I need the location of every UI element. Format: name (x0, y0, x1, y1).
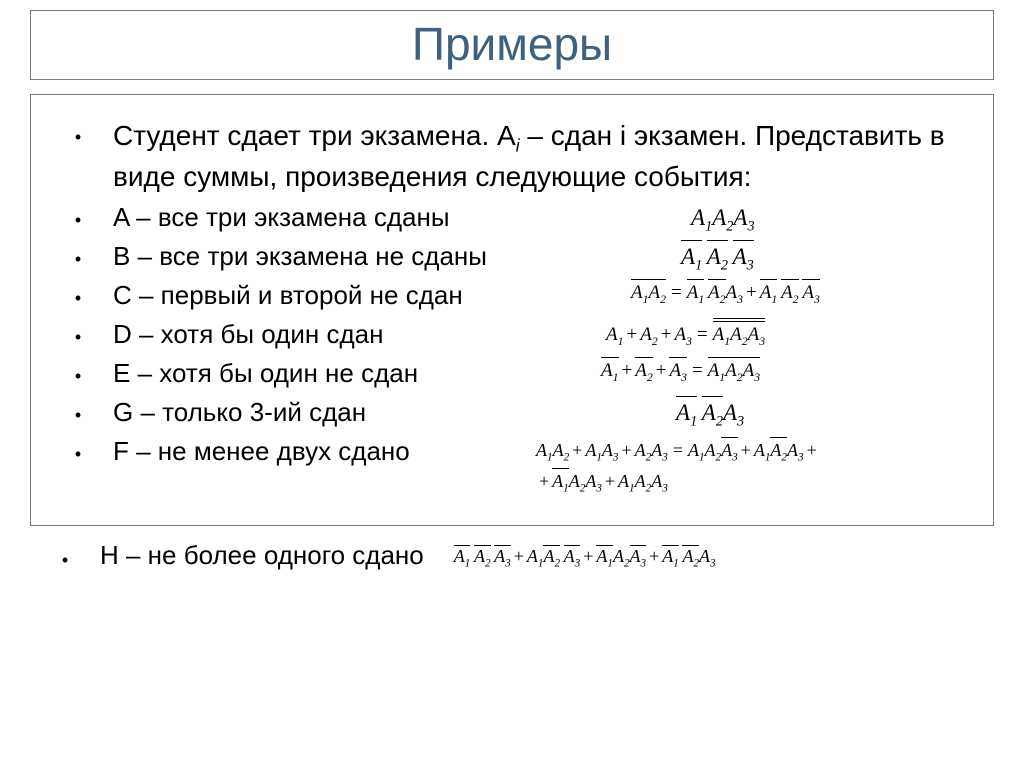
formula-f2: +A1A2A3+A1A2A3 (518, 469, 668, 497)
bullet-icon: • (30, 540, 100, 571)
bullet-icon: • (43, 239, 113, 271)
formula-f1: A1A2+A1A3+A2A3=A1A2A3+A1A2A3+ (518, 438, 820, 466)
bullet-icon: • (43, 317, 113, 349)
bullet-icon: • (43, 434, 113, 466)
bullet-icon: • (43, 200, 113, 232)
item-b: • B – все три экзамена не сданы A1 A2 A3 (43, 239, 981, 274)
item-d: • D – хотя бы один сдан A1+A2+A3=A1A2A3 (43, 317, 981, 352)
item-label: B – все три экзамена не сданы (113, 239, 981, 274)
intro-text: Студент сдает три экзамена. Ai – сдан i … (113, 117, 981, 196)
item-e: • E – хотя бы один не сдан A1+A2+A3=A1A2… (43, 356, 981, 391)
item-label: D – хотя бы один сдан (113, 317, 981, 352)
item-f-cont: +A1A2A3+A1A2A3 (43, 473, 981, 497)
page-title: Примеры (31, 17, 993, 71)
formula-d: A1+A2+A3=A1A2A3 (588, 319, 765, 350)
item-f: • F – не менее двух сдано A1A2+A1A3+A2A3… (43, 434, 981, 469)
bullet-icon: • (43, 278, 113, 310)
item-label: G – только 3-ий сдан (113, 395, 981, 430)
formula-g: A1 A2A3 (658, 397, 744, 432)
item-label: H – не более одного сдано (100, 540, 424, 571)
bullet-icon: • (43, 117, 113, 149)
item-h: • H – не более одного сдано A1 A2 A3+A1A… (30, 540, 994, 571)
item-label: A – все три экзамена сданы (113, 200, 981, 235)
bullet-icon: • (43, 356, 113, 388)
slide: Примеры • Студент сдает три экзамена. Ai… (0, 0, 1024, 768)
bullet-icon: • (43, 395, 113, 427)
formula-b: A1 A2 A3 (663, 241, 754, 276)
formula-c: A1A2=A1 A2A3+A1 A2 A3 (613, 280, 820, 308)
item-g: • G – только 3-ий сдан A1 A2A3 (43, 395, 981, 430)
item-label: C – первый и второй не сдан (113, 278, 981, 313)
item-label: E – хотя бы один не сдан (113, 356, 981, 391)
bullet-spacer (43, 473, 113, 481)
formula-e: A1+A2+A3=A1A2A3 (583, 358, 760, 386)
item-c: • C – первый и второй не сдан A1A2=A1 A2… (43, 278, 981, 313)
title-container: Примеры (30, 10, 994, 80)
formula-a: A1A2A3 (673, 202, 755, 237)
body-container: • Студент сдает три экзамена. Ai – сдан … (30, 94, 994, 526)
intro-row: • Студент сдает три экзамена. Ai – сдан … (43, 117, 981, 196)
item-a: • A – все три экзамена сданы A1A2A3 (43, 200, 981, 235)
formula-h: A1 A2 A3+A1A2 A3+A1A2A3+A1 A2A3 (424, 540, 716, 570)
